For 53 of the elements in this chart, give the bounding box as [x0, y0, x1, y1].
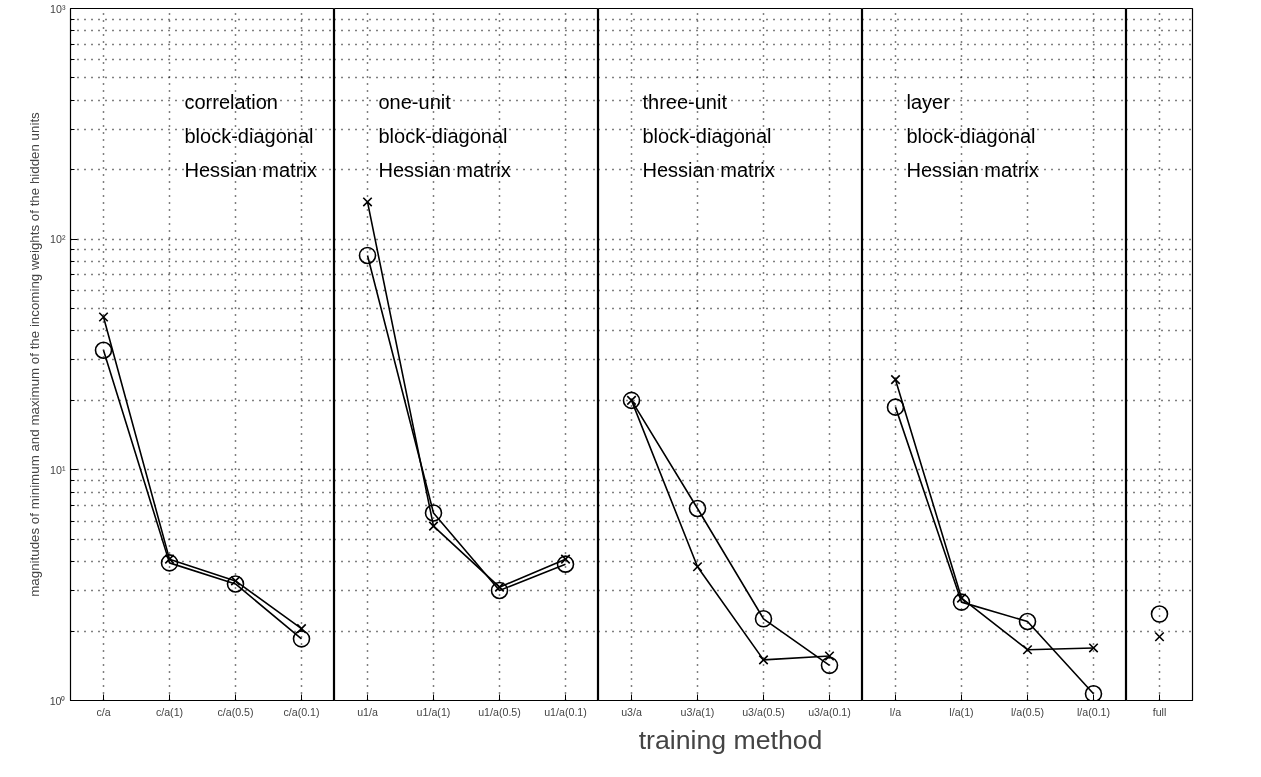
- x-tick-label: u1/a(1): [416, 705, 451, 718]
- point: [1088, 642, 1099, 653]
- x-tick-label: l/a(0.1): [1076, 705, 1111, 718]
- point: [890, 374, 901, 385]
- x-tick-label: u3/a(1): [680, 705, 715, 718]
- point: [358, 246, 377, 265]
- point: [820, 656, 839, 675]
- point: [1018, 612, 1037, 631]
- x-tick-label: u1/a(0.5): [478, 705, 521, 718]
- annotation: correlation block-diagonal Hessian matrix: [184, 90, 317, 181]
- x-tick-label: c/a: [96, 705, 111, 718]
- y-tick-label: 10¹: [50, 463, 66, 476]
- annotation: one-unit block-diagonal Hessian matrix: [378, 90, 511, 181]
- point: [556, 555, 575, 573]
- annotation: layer block-diagonal Hessian matrix: [906, 90, 1039, 181]
- point: [428, 521, 439, 532]
- annotation: three-unit block-diagonal Hessian matrix: [642, 90, 775, 181]
- point: [952, 593, 971, 611]
- y-tick-label: 10³: [50, 2, 66, 15]
- point: [94, 341, 113, 360]
- point: [758, 654, 769, 665]
- x-tick-label: u1/a: [357, 705, 378, 718]
- x-tick-label: u1/a(0.1): [544, 705, 587, 718]
- point: [490, 581, 509, 600]
- point: [1022, 644, 1033, 655]
- x-tick-label: l/a(0.5): [1010, 705, 1045, 718]
- y-axis-title: magnitudes of minimum and maximum of the incoming weights of the hidden units: [26, 111, 42, 597]
- point: [98, 311, 109, 322]
- point: [688, 499, 707, 518]
- point: [424, 504, 443, 522]
- point: [754, 610, 773, 628]
- x-axis-title: training method: [638, 724, 823, 755]
- x-tick-label: u3/a: [621, 705, 642, 718]
- x-tick-label: l/a: [889, 705, 902, 718]
- point: [292, 630, 311, 648]
- point: [362, 196, 373, 207]
- point: [296, 623, 307, 634]
- x-tick-label: l/a(1): [949, 705, 974, 718]
- point: [160, 554, 179, 572]
- point: [824, 650, 835, 661]
- y-tick-label: 10⁰: [49, 694, 66, 707]
- x-tick-label: u3/a(0.5): [742, 705, 785, 718]
- y-tick-label: 10²: [50, 233, 66, 246]
- x-tick-label: full: [1152, 705, 1167, 718]
- x-tick-label: c/a(0.5): [217, 705, 254, 718]
- point: [226, 575, 245, 593]
- x-tick-label: u3/a(0.1): [808, 705, 851, 718]
- point: [1084, 684, 1103, 701]
- point: [692, 561, 703, 572]
- point: [886, 398, 905, 416]
- x-tick-label: c/a(0.1): [283, 705, 320, 718]
- x-tick-label: c/a(1): [155, 705, 184, 718]
- point: [622, 391, 641, 410]
